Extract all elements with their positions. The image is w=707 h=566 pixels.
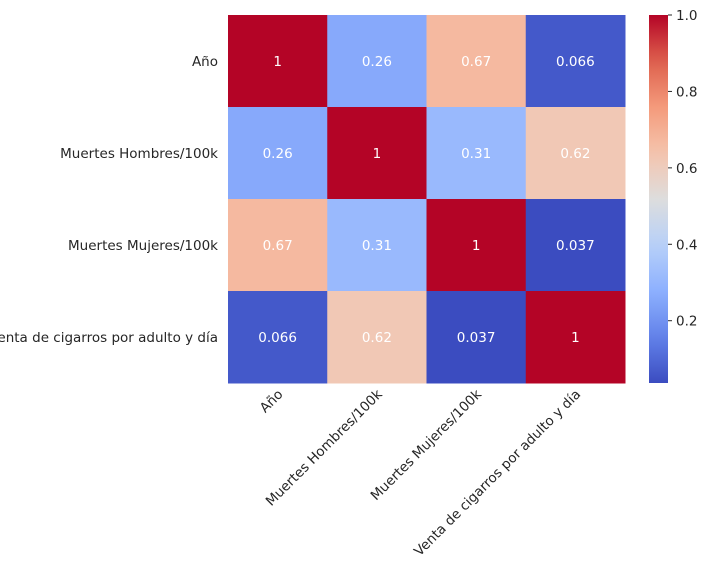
heatmap-cell [327,107,427,200]
heatmap-cells [228,15,626,384]
cell-annotation: 0.26 [263,146,293,162]
y-tick-labels: Año Muertes Hombres/100k Muertes Mujeres/1… [0,54,218,346]
heatmap-cell [426,15,527,108]
cell-annotation: 0.31 [461,146,491,162]
heatmap-cell [327,291,427,384]
x-tick-label: Muertes Mujeres/100k [368,386,485,503]
colorbar: 0.2 0.4 0.6 0.8 1.0 [649,8,697,383]
y-tick-label: Muertes Hombres/100k [60,146,218,162]
x-tick-label: Muertes Hombres/100k [263,386,386,509]
x-tick-label: Año [257,387,287,417]
cell-annotation: 0.31 [362,238,392,254]
cell-annotation: 0.67 [263,238,293,254]
colorbar-gradient [649,15,668,383]
colorbar-tick-label: 0.2 [676,314,697,330]
cell-annotation: 0.62 [560,146,590,162]
heatmap-cell [525,107,626,200]
heatmap-cell [525,15,626,108]
colorbar-tick-label: 0.6 [676,161,697,177]
heatmap-cell [228,291,328,384]
heatmap-cell [228,107,328,200]
cell-annotation: 0.037 [556,238,595,254]
colorbar-tick-label: 0.4 [676,237,697,253]
heatmap-cell [426,107,527,200]
cell-annotation: 0.67 [461,54,491,70]
heatmap-cell [525,291,626,384]
cell-annotation: 1 [472,238,481,254]
colorbar-tick-label: 1.0 [676,8,697,24]
cell-annotation: 0.26 [362,54,392,70]
y-tick-label: Muertes Mujeres/100k [68,238,218,254]
y-tick-label: Año [192,54,218,70]
cell-annotation: 0.066 [556,54,595,70]
heatmap-cell [327,199,427,292]
cell-annotation: 1 [373,146,382,162]
heatmap-cell [228,15,328,108]
cell-annotation: 1 [273,54,282,70]
heatmap-cell [327,15,427,108]
heatmap-cell [228,199,328,292]
colorbar-tick-label: 0.8 [676,84,697,100]
heatmap-cell [426,199,527,292]
heatmap-cell [525,199,626,292]
cell-annotation: 0.62 [362,330,392,346]
y-tick-label: Venta de cigarros por adulto y día [0,330,218,346]
cell-annotations: 1 0.26 0.67 0.066 0.26 1 0.31 0.62 0.67 0.31 1 0.03… [258,54,594,346]
cell-annotation: 0.066 [258,330,297,346]
heatmap-cell [426,291,527,384]
cell-annotation: 0.037 [457,330,496,346]
x-tick-label: Venta de cigarros por adulto y día [411,387,584,560]
cell-annotation: 1 [571,330,580,346]
